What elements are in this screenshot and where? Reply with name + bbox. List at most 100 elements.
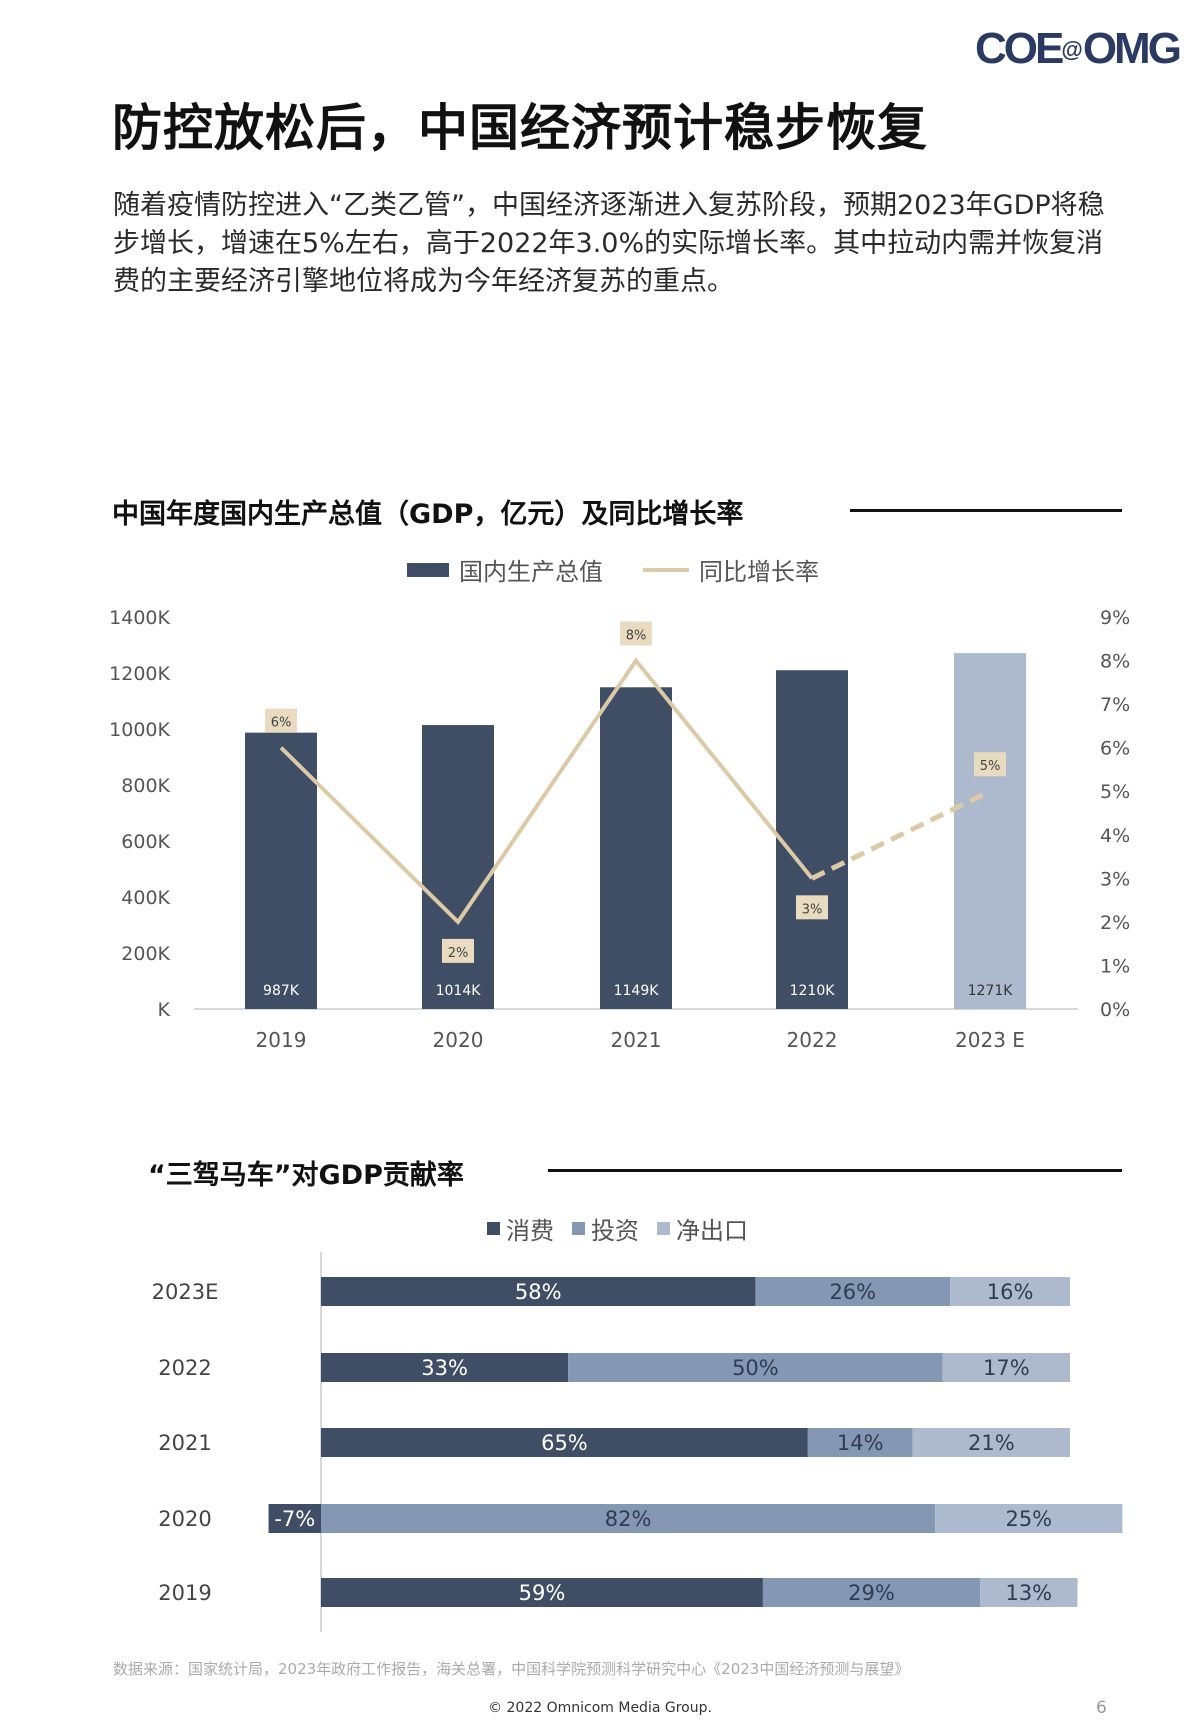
growth-line	[279, 657, 814, 925]
right-axis-tick: 0%	[1100, 999, 1130, 1021]
left-axis-tick: 600K	[121, 831, 170, 853]
growth-label-box	[265, 708, 297, 733]
right-axis-tick: 7%	[1100, 694, 1130, 716]
stacked-bar-segment	[321, 1277, 756, 1306]
growth-label: 5%	[980, 759, 1001, 774]
gdp-bar	[600, 687, 672, 1009]
contribution-legend: 消费 投资 净出口	[487, 1211, 748, 1246]
stacked-bar-segment	[321, 1353, 569, 1382]
legend-label-consumption: 消费	[506, 1217, 554, 1245]
right-axis-tick: 6%	[1100, 738, 1130, 760]
right-axis-tick: 4%	[1100, 825, 1130, 847]
growth-label-box	[442, 938, 474, 963]
gdp-bar	[776, 670, 848, 1009]
coe-omg-logo: COE@OMG	[975, 24, 1182, 73]
gdp-legend: 国内生产总值 同比增长率	[407, 552, 819, 587]
stacked-bar-segment	[762, 1578, 981, 1607]
gdp-chart-title: 中国年度国内生产总值（GDP，亿元）及同比增长率	[112, 499, 744, 530]
gdp-bar-label: 987K	[263, 983, 300, 999]
stacked-bar-segment	[321, 1578, 763, 1607]
segment-label: 25%	[1005, 1507, 1052, 1531]
segment-label: 82%	[605, 1507, 652, 1531]
legend-swatch-net-export	[657, 1222, 670, 1235]
legend-swatch-consumption	[487, 1222, 500, 1235]
stacked-bar-segment	[935, 1504, 1123, 1533]
right-axis-tick: 5%	[1100, 781, 1130, 803]
page-title: 防控放松后，中国经济预计稳步恢复	[112, 99, 928, 157]
segment-label: 26%	[829, 1280, 876, 1304]
segment-label: 59%	[519, 1581, 566, 1605]
right-axis-tick: 9%	[1100, 607, 1130, 629]
left-axis-tick: 400K	[121, 887, 170, 909]
stacked-bar-segment	[942, 1353, 1070, 1382]
segment-label: 13%	[1005, 1581, 1052, 1605]
contribution-chart-title: “三驾马车”对GDP贡献率	[148, 1160, 464, 1191]
growth-label-box	[974, 752, 1006, 777]
gdp-bar-label: 1271K	[968, 983, 1014, 999]
segment-label: 16%	[987, 1280, 1034, 1304]
legend-label-gdp: 国内生产总值	[459, 558, 603, 586]
segment-label: 65%	[541, 1431, 588, 1455]
stacked-bar-segment	[912, 1428, 1070, 1457]
y-axis-label: 2020	[158, 1507, 211, 1531]
x-axis-label: 2023 E	[955, 1028, 1025, 1052]
growth-label: 6%	[271, 716, 292, 731]
contribution-chart: 2023E 58% 26% 16% 2022 33% 50% 17% 2021 65% 14% 21%…	[152, 1252, 1123, 1632]
data-source-note: 数据来源：国家统计局，2023年政府工作报告，海关总署，中国科学院预测科学研究中…	[113, 1660, 910, 1678]
right-axis-tick: 3%	[1100, 868, 1130, 890]
y-axis-label: 2019	[158, 1581, 211, 1605]
x-axis-label: 2022	[787, 1028, 838, 1052]
segment-label: 21%	[968, 1431, 1015, 1455]
growth-label-box	[796, 895, 828, 920]
segment-label: 50%	[732, 1356, 779, 1380]
gdp-bar-label: 1014K	[436, 983, 482, 999]
segment-label: 58%	[515, 1280, 562, 1304]
x-axis-label: 2020	[433, 1028, 484, 1052]
gdp-bar	[245, 732, 317, 1009]
growth-line-forecast	[810, 788, 992, 881]
gdp-bar	[422, 725, 494, 1009]
title-rule	[548, 1169, 1122, 1172]
gdp-bar-label: 1210K	[790, 983, 836, 999]
segment-label: 33%	[421, 1356, 468, 1380]
x-axis-label: 2019	[256, 1028, 307, 1052]
left-axis-tick: 800K	[121, 775, 170, 797]
segment-label: 14%	[837, 1431, 884, 1455]
legend-label-net-export: 净出口	[676, 1217, 748, 1245]
stacked-bar-segment	[568, 1353, 943, 1382]
y-axis-label: 2021	[158, 1431, 211, 1455]
segment-label: -7%	[274, 1507, 315, 1531]
legend-label-investment: 投资	[591, 1217, 639, 1245]
gdp-bar	[954, 653, 1026, 1009]
gdp-bar-label: 1149K	[614, 983, 660, 999]
left-axis-tick: 1000K	[109, 719, 170, 741]
left-axis-tick: 1400K	[109, 607, 170, 629]
page-number: 6	[1096, 1698, 1107, 1718]
left-axis-tick: 1200K	[109, 663, 170, 685]
legend-swatch-gdp	[407, 562, 449, 577]
y-axis-label: 2023E	[152, 1280, 219, 1304]
stacked-bar-segment	[980, 1578, 1078, 1607]
left-axis-tick: 200K	[121, 943, 170, 965]
growth-label: 2%	[448, 946, 469, 961]
legend-label-growth: 同比增长率	[699, 558, 819, 586]
left-axis-tick: K	[158, 999, 171, 1021]
x-axis-label: 2021	[611, 1028, 662, 1052]
y-axis-label: 2022	[158, 1356, 211, 1380]
segment-label: 29%	[848, 1581, 895, 1605]
intro-paragraph: 随着疫情防控进入“乙类乙管”，中国经济逐渐进入复苏阶段，预期2023年GDP将稳…	[113, 190, 1105, 297]
growth-label: 3%	[802, 902, 823, 917]
right-axis-tick: 1%	[1100, 955, 1130, 977]
title-rule	[850, 509, 1122, 512]
growth-label: 8%	[626, 629, 647, 644]
legend-swatch-investment	[572, 1222, 585, 1235]
legend-swatch-growth	[643, 567, 689, 572]
stacked-bar-segment	[321, 1428, 808, 1457]
growth-label-box	[620, 621, 652, 646]
segment-label: 17%	[983, 1356, 1030, 1380]
stacked-bar-segment	[950, 1277, 1070, 1306]
copyright: © 2022 Omnicom Media Group.	[488, 1700, 712, 1716]
stacked-bar-segment	[807, 1428, 913, 1457]
stacked-bar-segment	[268, 1504, 321, 1533]
